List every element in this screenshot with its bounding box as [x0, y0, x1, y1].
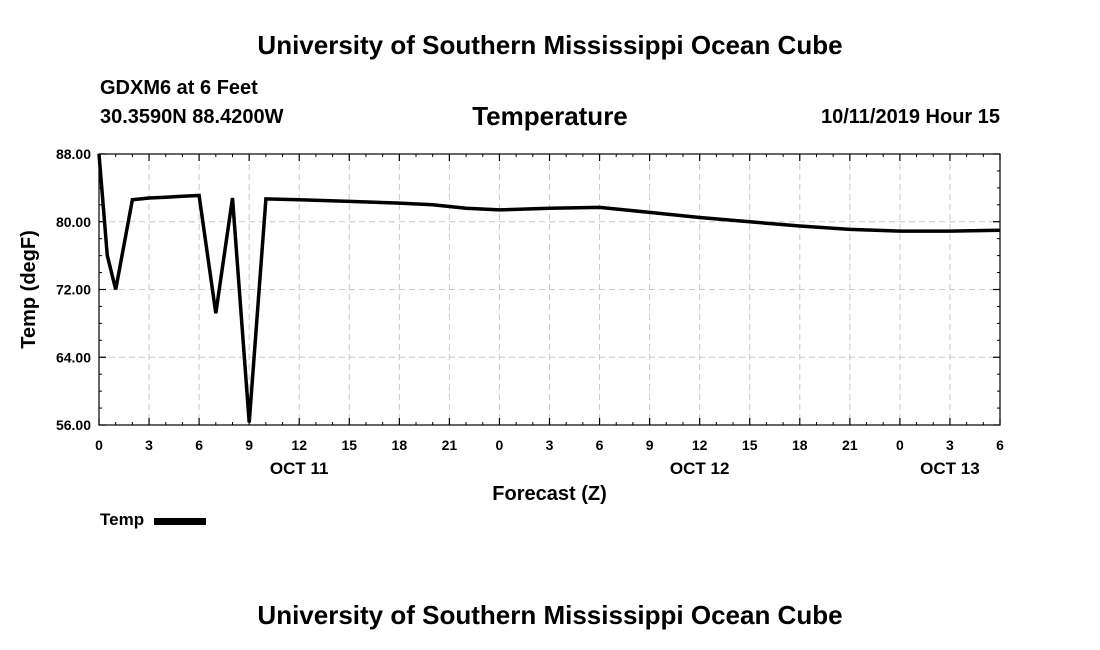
x-tick-label: 6	[195, 437, 203, 453]
x-tick-label: 9	[245, 437, 253, 453]
x-tick-label: 3	[946, 437, 954, 453]
x-axis-label: Forecast (Z)	[492, 483, 606, 505]
legend: Temp	[100, 510, 207, 530]
x-tick-label: 21	[842, 437, 858, 453]
coordinates-label: 30.3590N 88.4200W	[100, 106, 284, 128]
forecast-datetime: 10/11/2019 Hour 15	[820, 106, 1000, 128]
station-label: GDXM6 at 6 Feet	[100, 77, 258, 99]
x-tick-label: 0	[896, 437, 904, 453]
y-tick-label: 72.00	[56, 282, 91, 298]
legend-line-swatch	[154, 518, 207, 525]
x-tick-label: 21	[442, 437, 458, 453]
date-label: OCT 11	[270, 459, 329, 478]
chart-title: Temperature	[472, 101, 628, 131]
x-tick-label: 12	[692, 437, 708, 453]
x-tick-label: 3	[546, 437, 554, 453]
plot-frame	[98, 153, 1001, 426]
date-label: OCT 12	[670, 459, 730, 478]
bottom-title: University of Southern Mississippi Ocean…	[257, 600, 843, 630]
y-tick-label: 88.00	[56, 146, 91, 162]
series-line-temp	[97, 153, 1001, 423]
y-tick-label: 56.00	[56, 417, 91, 433]
x-tick-label: 0	[95, 437, 103, 453]
x-tick-label: 0	[496, 437, 504, 453]
y-tick-label: 64.00	[56, 349, 91, 365]
y-tick-label: 80.00	[56, 214, 91, 230]
x-tick-label: 15	[341, 437, 357, 453]
x-tick-label: 6	[596, 437, 604, 453]
x-tick-label: 9	[646, 437, 654, 453]
x-tick-label: 18	[392, 437, 408, 453]
x-tick-label: 12	[291, 437, 307, 453]
legend-label: Temp	[100, 510, 145, 529]
date-label: OCT 13	[920, 459, 980, 478]
x-tick-label: 18	[792, 437, 808, 453]
x-tick-label: 6	[996, 437, 1004, 453]
x-tick-label: 3	[145, 437, 153, 453]
y-axis-label: Temp (degF)	[18, 230, 40, 349]
x-tick-label: 15	[742, 437, 758, 453]
top-title: University of Southern Mississippi Ocean…	[257, 30, 843, 60]
